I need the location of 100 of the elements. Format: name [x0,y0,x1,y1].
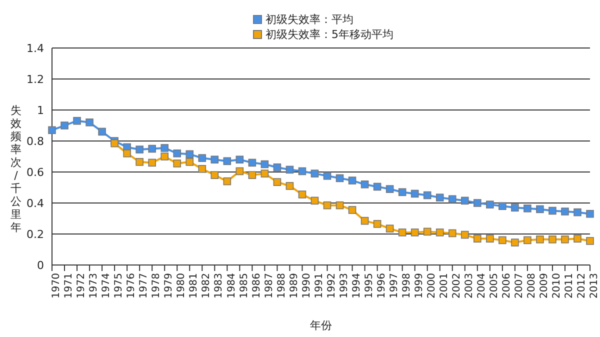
x-tick-label: 1991 [314,273,325,298]
y-tick-label: 0.4 [26,196,44,210]
x-tick-label: 1992 [326,273,338,298]
point [110,139,118,148]
point [186,150,194,158]
x-tick-label: 2002 [451,273,462,298]
x-tick-label: 2003 [464,273,475,298]
point [373,220,382,228]
x-tick-label: 2005 [489,273,500,298]
point [348,206,356,214]
point [310,170,319,178]
y-tick-label: 0.8 [26,134,44,148]
point [473,234,482,243]
x-tick-label: 1979 [164,273,175,298]
point [73,116,81,125]
x-tick-label: 1990 [301,273,312,298]
x-tick-label: 1987 [264,273,275,298]
point [586,237,594,245]
point [574,208,582,216]
x-tick-label: 1985 [238,273,250,298]
point [210,156,219,164]
x-tick-label: 1980 [176,273,188,298]
point [460,230,469,239]
x-tick-label: 2001 [438,273,450,298]
x-tick-label: 2006 [502,273,513,298]
point [524,204,532,212]
point [511,204,519,212]
point [236,167,244,176]
point [298,190,306,198]
point [423,228,432,236]
point [348,176,356,184]
point [210,171,219,179]
point [574,234,582,243]
x-tick-label: 1973 [88,273,100,298]
point [498,236,506,244]
point [273,178,282,186]
point [148,144,156,153]
x-tick-label: 2009 [539,273,550,298]
x-tick-label: 1981 [188,273,200,298]
x-tick-label: 1999 [414,273,425,298]
y-tick-label: 0 [37,258,44,272]
y-tick-label: 1.4 [26,42,44,55]
x-tick-label: 1989 [288,273,300,298]
x-tick-label: 1972 [76,273,88,298]
point [410,190,419,198]
x-tick-label: 2000 [426,273,438,298]
x-tick-label: 1971 [64,273,75,298]
point [160,144,169,152]
point [511,238,519,246]
point [186,158,194,166]
point [524,236,532,244]
x-tick-label: 2012 [576,273,588,298]
point [486,234,494,243]
x-tick-label: 2010 [552,273,563,298]
point [561,208,569,216]
point [536,205,544,214]
x-tick-label: 1995 [364,273,375,298]
point [123,150,131,158]
x-tick-label: 2007 [514,273,526,298]
point [248,171,256,179]
point [86,118,94,126]
point [498,202,506,210]
x-axis-title: 年份 [310,319,332,332]
x-tick-label: 2013 [589,273,600,298]
point [410,228,419,236]
point [48,126,56,134]
x-tick-label: 1975 [114,273,125,298]
x-tick-label: 1984 [226,273,238,298]
point [198,154,206,162]
point [423,191,432,200]
point [486,200,494,208]
point [473,199,482,207]
point [173,150,182,158]
point [136,158,144,166]
point [136,146,144,154]
point [460,196,469,205]
point [373,182,382,191]
x-tick-label: 1974 [101,273,112,298]
x-tick-label: 1993 [338,273,350,298]
point [336,174,344,182]
point [398,228,406,236]
point [448,195,456,204]
point [586,210,594,218]
x-tick-label: 1994 [351,273,362,298]
x-tick-label: 1970 [51,273,62,298]
point [323,201,332,210]
point [386,185,394,193]
x-tick-label: 1978 [151,273,162,298]
point [148,158,156,167]
point [236,156,244,164]
point [561,236,569,244]
point [160,152,169,160]
x-tick-label: 1976 [126,273,138,298]
legend-label: 初级失效率：5年移动平均 [266,27,394,42]
point [60,122,68,130]
point [173,160,182,168]
point [248,158,256,167]
point [273,163,282,172]
point [448,229,456,238]
point [323,172,332,180]
